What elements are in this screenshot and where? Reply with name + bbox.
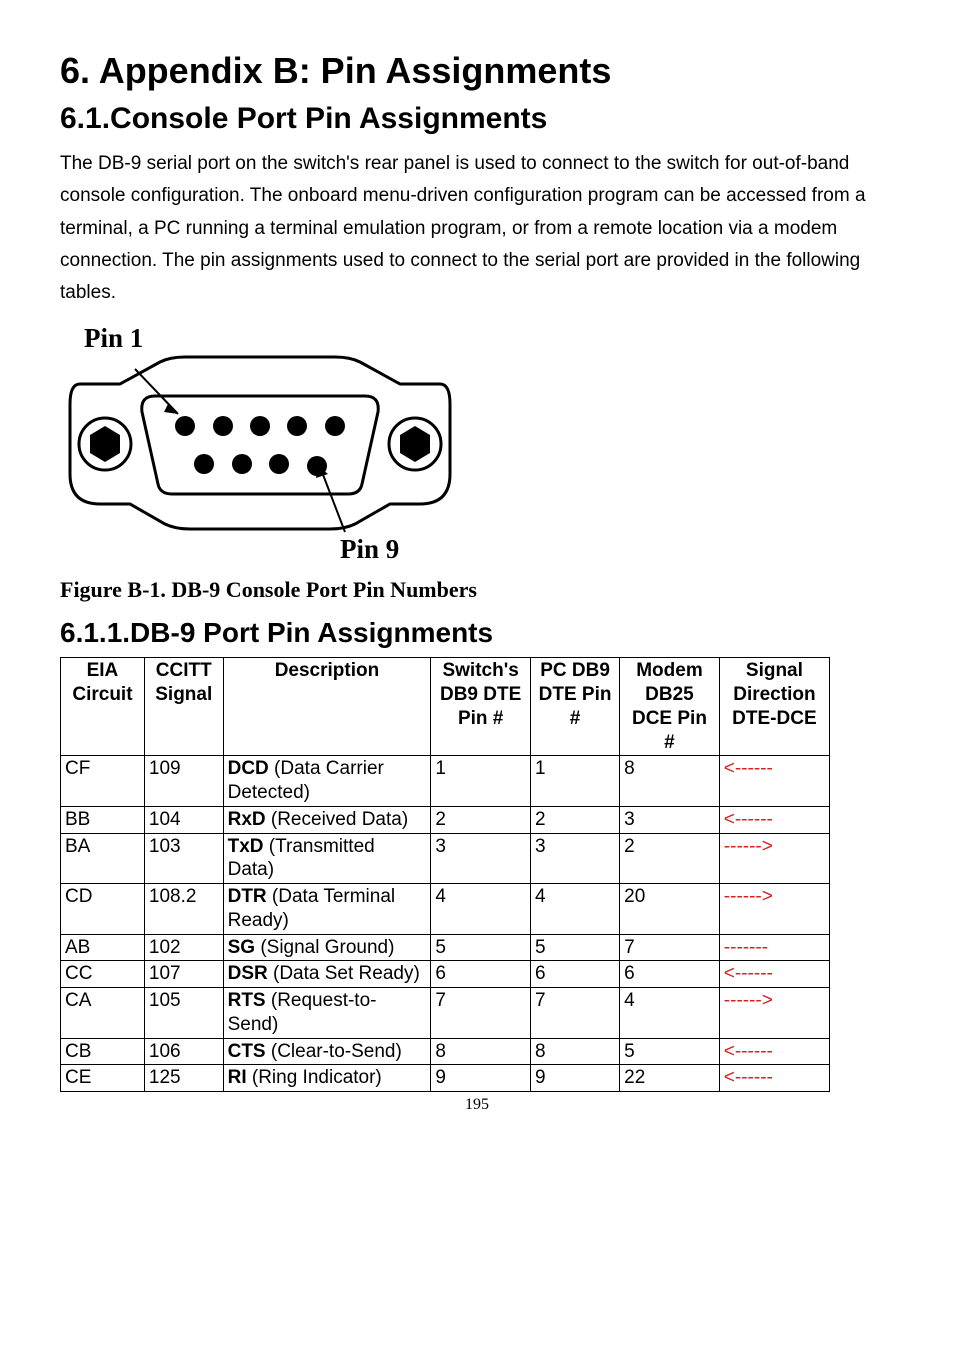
table-row: BB104RxD (Received Data)223<------ (61, 806, 830, 833)
table-cell: AB (61, 934, 145, 961)
table-cell: <------ (719, 756, 829, 807)
table-cell: 20 (620, 884, 720, 935)
pin1-label: Pin 1 (84, 323, 894, 354)
table-cell: 8 (431, 1038, 531, 1065)
th-signal: Signal Direction DTE-DCE (719, 658, 829, 756)
table-cell: <------ (719, 806, 829, 833)
table-cell: CF (61, 756, 145, 807)
table-cell: DCD (Data Carrier Detected) (223, 756, 431, 807)
table-cell: SG (Signal Ground) (223, 934, 431, 961)
table-cell: 3 (431, 833, 531, 884)
table-cell: BA (61, 833, 145, 884)
heading-3: 6.1.1.DB-9 Port Pin Assignments (60, 617, 894, 649)
table-cell: ------- (719, 934, 829, 961)
db9-connector-diagram (60, 354, 460, 534)
table-row: CF109DCD (Data Carrier Detected)118<----… (61, 756, 830, 807)
table-row: CB106CTS (Clear-to-Send)885<------ (61, 1038, 830, 1065)
table-row: CC107DSR (Data Set Ready)666<------ (61, 961, 830, 988)
intro-paragraph: The DB-9 serial port on the switch's rea… (60, 148, 894, 309)
table-cell: CC (61, 961, 145, 988)
table-cell: 6 (530, 961, 619, 988)
table-cell: CB (61, 1038, 145, 1065)
table-row: BA103TxD (Transmitted Data)332------> (61, 833, 830, 884)
table-cell: 4 (620, 988, 720, 1039)
table-cell: 104 (144, 806, 223, 833)
table-cell: RI (Ring Indicator) (223, 1065, 431, 1092)
table-cell: 2 (431, 806, 531, 833)
table-cell: 22 (620, 1065, 720, 1092)
table-row: AB102SG (Signal Ground)557------- (61, 934, 830, 961)
table-cell: ------> (719, 988, 829, 1039)
heading-2: 6.1.Console Port Pin Assignments (60, 102, 894, 136)
page-number: 195 (60, 1096, 894, 1114)
table-cell: BB (61, 806, 145, 833)
table-cell: 5 (431, 934, 531, 961)
table-cell: 1 (431, 756, 531, 807)
pin-assignment-table: EIA Circuit CCITT Signal Description Swi… (60, 657, 830, 1092)
db9-figure: Pin 1 Pin 9 (60, 323, 894, 565)
table-cell: 5 (530, 934, 619, 961)
table-cell: 108.2 (144, 884, 223, 935)
table-cell: CE (61, 1065, 145, 1092)
table-cell: 2 (530, 806, 619, 833)
table-cell: 125 (144, 1065, 223, 1092)
pin9-label: Pin 9 (340, 534, 894, 565)
table-cell: RxD (Received Data) (223, 806, 431, 833)
th-eia: EIA Circuit (61, 658, 145, 756)
table-cell: 106 (144, 1038, 223, 1065)
table-cell: <------ (719, 1065, 829, 1092)
table-cell: <------ (719, 1038, 829, 1065)
table-header-row: EIA Circuit CCITT Signal Description Swi… (61, 658, 830, 756)
table-cell: DSR (Data Set Ready) (223, 961, 431, 988)
table-row: CA105RTS (Request-to-Send)774------> (61, 988, 830, 1039)
heading-1: 6. Appendix B: Pin Assignments (60, 50, 894, 92)
table-cell: 7 (431, 988, 531, 1039)
table-cell: 4 (530, 884, 619, 935)
table-cell: 105 (144, 988, 223, 1039)
table-cell: RTS (Request-to-Send) (223, 988, 431, 1039)
table-cell: CTS (Clear-to-Send) (223, 1038, 431, 1065)
table-cell: 4 (431, 884, 531, 935)
table-cell: 2 (620, 833, 720, 884)
table-cell: <------ (719, 961, 829, 988)
figure-caption: Figure B-1. DB-9 Console Port Pin Number… (60, 577, 894, 603)
table-cell: 3 (530, 833, 619, 884)
table-cell: CD (61, 884, 145, 935)
table-cell: 5 (620, 1038, 720, 1065)
th-switch: Switch's DB9 DTE Pin # (431, 658, 531, 756)
table-row: CE125RI (Ring Indicator)9922<------ (61, 1065, 830, 1092)
table-cell: 8 (620, 756, 720, 807)
th-pcdb9: PC DB9 DTE Pin # (530, 658, 619, 756)
table-cell: 6 (620, 961, 720, 988)
table-cell: 103 (144, 833, 223, 884)
th-ccitt: CCITT Signal (144, 658, 223, 756)
table-cell: CA (61, 988, 145, 1039)
table-cell: 8 (530, 1038, 619, 1065)
table-cell: 9 (530, 1065, 619, 1092)
table-cell: 3 (620, 806, 720, 833)
table-cell: 109 (144, 756, 223, 807)
table-row: CD108.2DTR (Data Terminal Ready)4420----… (61, 884, 830, 935)
table-cell: DTR (Data Terminal Ready) (223, 884, 431, 935)
table-cell: 6 (431, 961, 531, 988)
table-cell: 102 (144, 934, 223, 961)
table-cell: 107 (144, 961, 223, 988)
th-desc: Description (223, 658, 431, 756)
table-cell: 1 (530, 756, 619, 807)
table-cell: 7 (620, 934, 720, 961)
table-cell: ------> (719, 884, 829, 935)
table-cell: 9 (431, 1065, 531, 1092)
th-modem: Modem DB25 DCE Pin # (620, 658, 720, 756)
table-cell: 7 (530, 988, 619, 1039)
table-cell: TxD (Transmitted Data) (223, 833, 431, 884)
table-cell: ------> (719, 833, 829, 884)
